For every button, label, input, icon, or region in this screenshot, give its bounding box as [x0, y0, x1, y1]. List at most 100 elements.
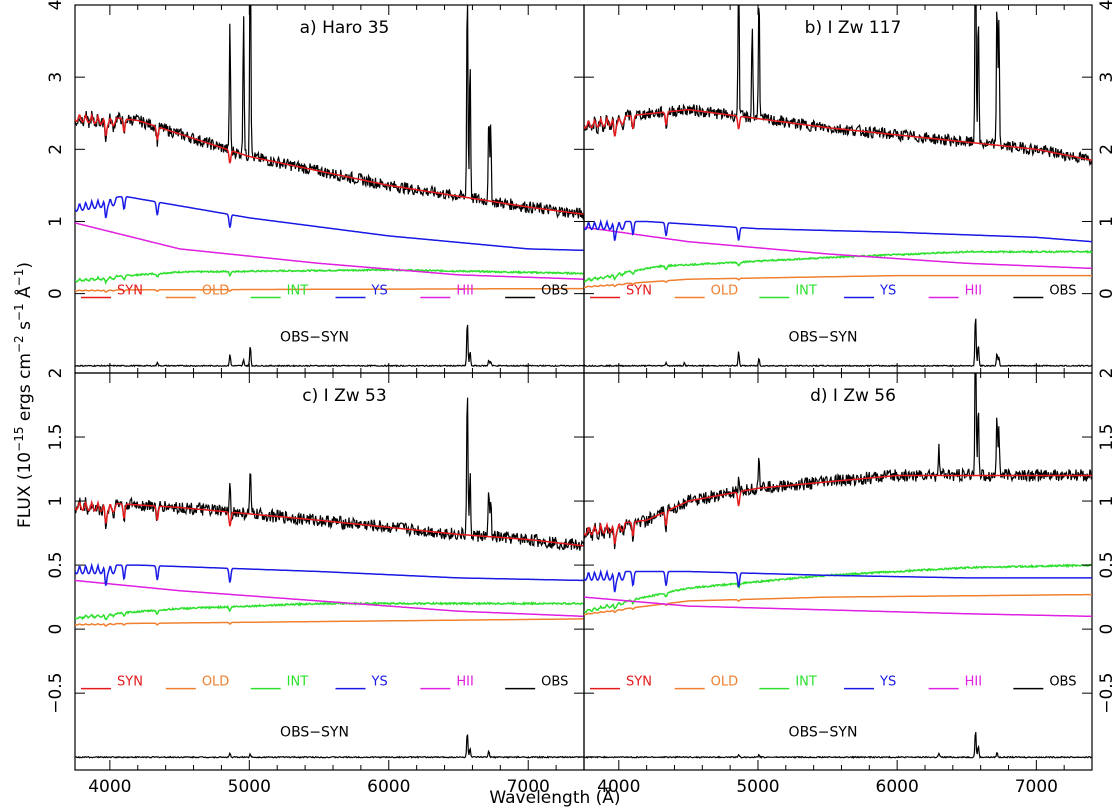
y-tick-label: 1	[46, 496, 66, 507]
series-obs	[584, 373, 1092, 550]
spectra-curves	[75, 397, 584, 759]
panel-title: d) I Zw 56	[810, 386, 896, 406]
x-tick-label: 5000	[228, 777, 271, 797]
legend-label-int: INT	[795, 675, 817, 690]
y-tick-label: 2	[46, 144, 66, 155]
y-axis-label-part: −1	[12, 269, 26, 287]
legend-label-ys: YS	[879, 284, 896, 299]
legend-label-obs: OBS	[541, 675, 568, 690]
x-tick-label: 6000	[367, 777, 410, 797]
legend-label-int: INT	[287, 284, 309, 299]
y-tick-label: 1	[1097, 216, 1117, 227]
legend-label-ys: YS	[371, 284, 388, 299]
series-hii	[584, 596, 1092, 618]
legend-label-int: INT	[795, 284, 817, 299]
series-int	[75, 267, 584, 286]
series-ys	[584, 218, 1092, 243]
y-tick-label: 4	[1097, 0, 1117, 10]
y-axis-label-part: −2	[12, 335, 26, 353]
series-residual	[75, 324, 584, 368]
y-tick-label: 3	[1097, 72, 1117, 83]
panel-frame	[583, 372, 1093, 771]
y-tick-label: −0.5	[46, 673, 66, 714]
series-hii	[75, 579, 584, 618]
series-syn	[75, 499, 584, 547]
legend-label-hii: HII	[965, 675, 982, 690]
y-tick-label: 2	[1097, 368, 1117, 379]
y-tick-label: 0	[1097, 288, 1117, 299]
x-tick-label: 7000	[507, 777, 550, 797]
series-obs	[75, 397, 584, 551]
y-tick-label: 0.5	[1097, 552, 1117, 579]
series-old	[584, 593, 1092, 616]
series-hii	[75, 222, 584, 280]
x-tick-label: 7000	[1015, 777, 1058, 797]
legend-label-hii: HII	[456, 675, 473, 690]
residual-label: OBS−SYN	[280, 330, 349, 346]
y-tick-label: 0	[46, 624, 66, 635]
x-axis-label: Wavelength (Å)	[489, 786, 620, 808]
legend-label-int: INT	[287, 675, 309, 690]
series-ys	[75, 562, 584, 586]
series-residual	[584, 318, 1092, 368]
series-residual	[75, 734, 584, 759]
legend-label-syn: SYN	[626, 675, 652, 690]
y-tick-label: 1	[46, 216, 66, 227]
series-int	[584, 249, 1092, 283]
spectra-curves	[584, 5, 1092, 368]
legend-label-old: OLD	[711, 284, 739, 299]
spectra-curves	[75, 5, 584, 368]
legend-label-old: OLD	[202, 675, 230, 690]
residual-label: OBS−SYN	[789, 724, 858, 740]
y-tick-label: 2	[46, 368, 66, 379]
y-axis-label-part: Å	[13, 286, 35, 303]
y-axis-label-part: ergs cm	[15, 353, 35, 427]
y-tick-label: −0.5	[1097, 673, 1117, 714]
series-int	[75, 601, 584, 621]
series-ys	[584, 568, 1092, 593]
y-axis-label-part: −1	[12, 303, 26, 321]
panel-frame	[74, 4, 585, 374]
panel-d: SYN OLD INT YS HII OBS OBS−SYN d) I Zw 56 4000 50…	[583, 368, 1117, 797]
series-residual	[584, 731, 1092, 759]
series-old	[75, 618, 584, 627]
panel-a: SYN OLD INT YS HII OBS OBS−SYN a) Haro 35 0 1 2 3 4	[46, 0, 585, 374]
x-tick-label: 6000	[876, 777, 919, 797]
series-old	[584, 274, 1092, 288]
panel-title: b) I Zw 117	[805, 18, 902, 38]
residual-label: OBS−SYN	[789, 330, 858, 346]
panel-frame	[583, 4, 1093, 374]
panels-group: SYN OLD INT YS HII OBS OBS−SYN a) Haro 35 0 1 2 3 4 S…	[46, 0, 1117, 797]
panel-b: SYN OLD INT YS HII OBS OBS−SYN b) I Zw 117 0 1 2 3 4	[583, 0, 1117, 374]
y-axis-label-part: )	[15, 262, 35, 269]
series-ys	[75, 195, 584, 252]
y-tick-label: 2	[1097, 144, 1117, 155]
y-tick-label: 3	[46, 72, 66, 83]
y-tick-label: 1.5	[46, 424, 66, 451]
legend-label-hii: HII	[456, 284, 473, 299]
legend-label-syn: SYN	[117, 675, 143, 690]
legend-label-obs: OBS	[1049, 284, 1076, 299]
legend-label-syn: SYN	[117, 284, 143, 299]
legend-label-syn: SYN	[626, 284, 652, 299]
legend-label-obs: OBS	[1049, 675, 1076, 690]
y-axis-label-part: FLUX (10	[15, 452, 35, 528]
y-axis-label-part: −15	[12, 427, 26, 452]
x-tick-label: 4000	[597, 777, 640, 797]
y-tick-label: 4	[46, 0, 66, 10]
x-tick-label: 4000	[88, 777, 131, 797]
y-axis-label: FLUX (10−15 ergs cm−2 s−1 Å−1)	[12, 262, 35, 528]
legend-label-ys: YS	[371, 675, 388, 690]
series-syn	[584, 474, 1092, 545]
series-hii	[584, 226, 1092, 270]
legend-label-obs: OBS	[541, 284, 568, 299]
series-syn	[75, 112, 584, 216]
y-tick-label: 0	[1097, 624, 1117, 635]
legend-label-old: OLD	[711, 675, 739, 690]
series-obs	[584, 5, 1092, 167]
y-axis-label-part: s	[15, 321, 35, 335]
residual-label: OBS−SYN	[280, 724, 349, 740]
y-tick-label: 0	[46, 288, 66, 299]
panel-title: a) Haro 35	[300, 18, 390, 38]
